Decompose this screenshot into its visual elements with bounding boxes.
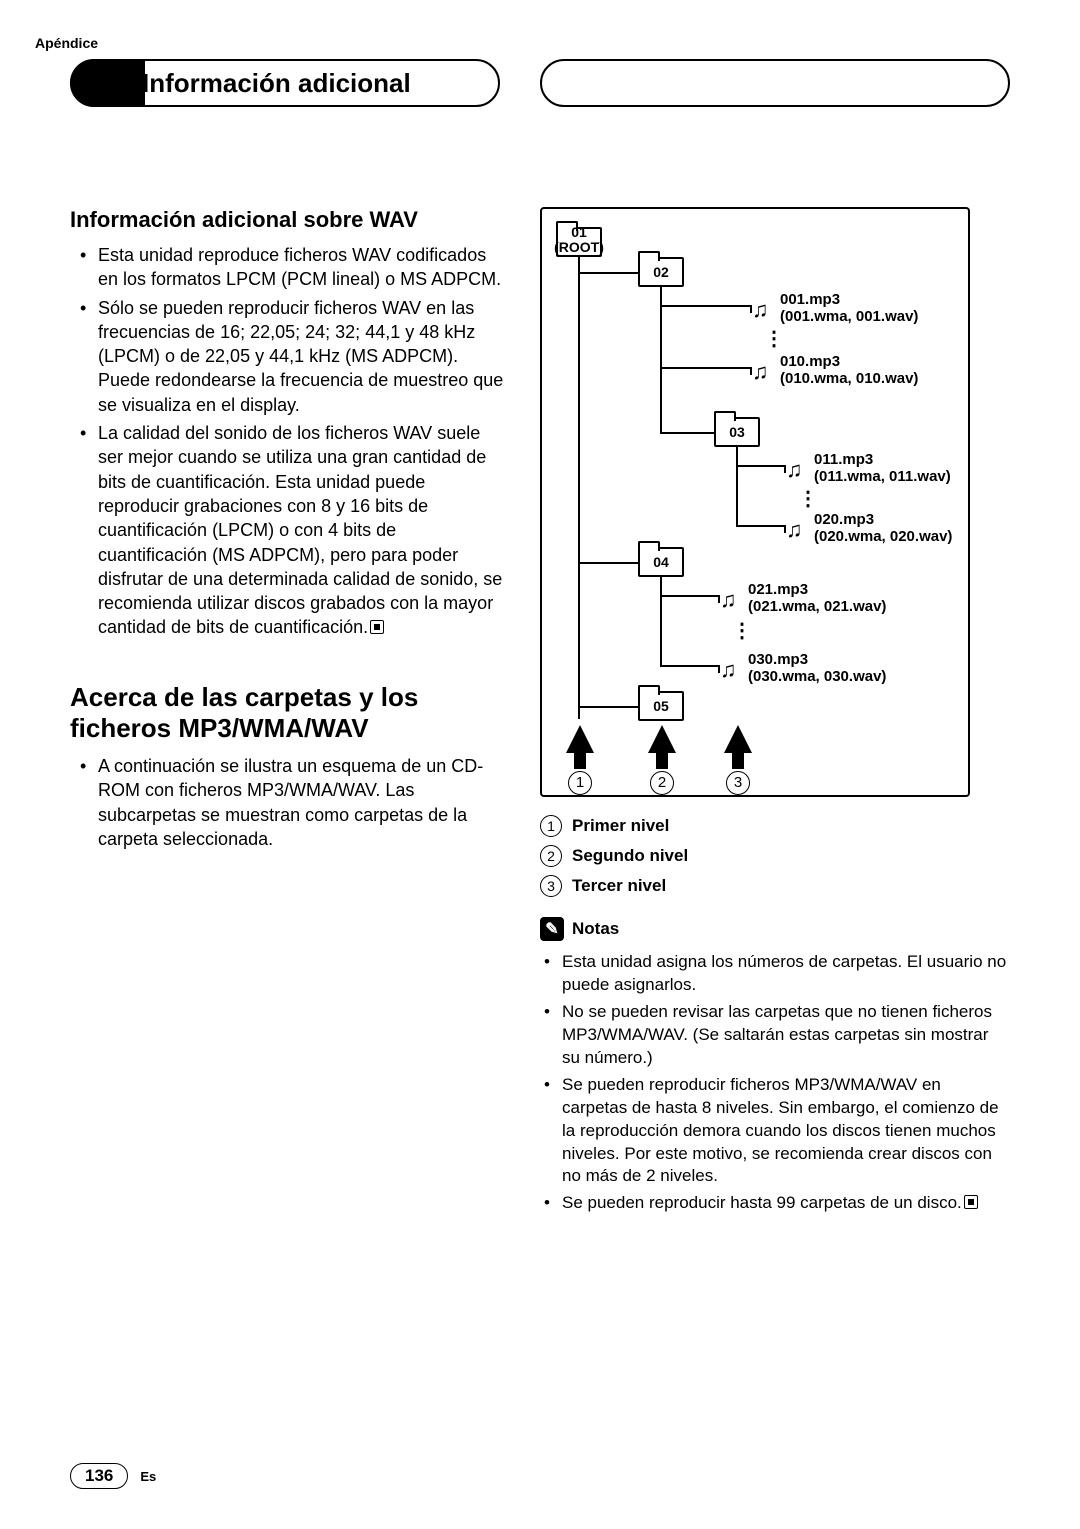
pencil-icon: ✎ xyxy=(540,917,564,941)
music-note-icon: ♫ xyxy=(752,297,769,323)
wav-bullet: Sólo se pueden reproducir ficheros WAV e… xyxy=(70,296,510,417)
legend-item: 3 Tercer nivel xyxy=(540,875,1010,897)
note-item: Se pueden reproducir ficheros MP3/WMA/WA… xyxy=(540,1074,1010,1189)
columns: Información adicional sobre WAV Esta uni… xyxy=(70,207,1010,1219)
header-pill-left: Información adicional xyxy=(70,59,500,107)
circled-number-3: 3 xyxy=(726,771,750,795)
folders-bullet: A continuación se ilustra un esquema de … xyxy=(70,754,510,851)
note-item: Se pueden reproducir hasta 99 carpetas d… xyxy=(540,1192,1010,1215)
page-number: 136 xyxy=(70,1463,128,1489)
circled-number-1: 1 xyxy=(568,771,592,795)
file-group-020: ♫ 020.mp3(020.wma, 020.wav) xyxy=(814,511,952,546)
file-group-011: ♫ 011.mp3(011.wma, 011.wav) xyxy=(814,451,951,486)
appendix-label: Apéndice xyxy=(35,35,1010,51)
folder-01-root: 01(ROOT) xyxy=(556,227,602,257)
notes-list: Esta unidad asigna los números de carpet… xyxy=(540,951,1010,1215)
header-pill-right xyxy=(540,59,1010,107)
end-mark-icon xyxy=(370,620,384,634)
file-group-021: ♫ 021.mp3(021.wma, 021.wav) xyxy=(748,581,886,616)
music-note-icon: ♫ xyxy=(720,657,737,683)
page-footer: 136 Es xyxy=(70,1463,156,1489)
legend-item: 2 Segundo nivel xyxy=(540,845,1010,867)
folders-heading: Acerca de las carpetas y los ficheros MP… xyxy=(70,682,510,744)
vertical-dots: ⋮ xyxy=(764,335,784,343)
file-group-010: ♫ 010.mp3(010.wma, 010.wav) xyxy=(780,353,918,388)
arrow-up-icon xyxy=(724,725,752,753)
note-item: Esta unidad asigna los números de carpet… xyxy=(540,951,1010,997)
folders-bullets: A continuación se ilustra un esquema de … xyxy=(70,754,510,851)
file-group-030: ♫ 030.mp3(030.wma, 030.wav) xyxy=(748,651,886,686)
wav-bullet: Esta unidad reproduce ficheros WAV codif… xyxy=(70,243,510,292)
note-item: No se pueden revisar las carpetas que no… xyxy=(540,1001,1010,1070)
vertical-dots: ⋮ xyxy=(798,495,818,503)
file-group-001: ♫ 001.mp3(001.wma, 001.wav) xyxy=(780,291,918,326)
music-note-icon: ♫ xyxy=(720,587,737,613)
legend-item: 1 Primer nivel xyxy=(540,815,1010,837)
music-note-icon: ♫ xyxy=(752,359,769,385)
notes-heading: ✎ Notas xyxy=(540,917,1010,941)
folder-02: 02 xyxy=(638,257,684,287)
column-left: Información adicional sobre WAV Esta uni… xyxy=(70,207,510,1219)
wav-bullets: Esta unidad reproduce ficheros WAV codif… xyxy=(70,243,510,640)
wav-bullet: La calidad del sonido de los ficheros WA… xyxy=(70,421,510,640)
circled-number-2: 2 xyxy=(650,771,674,795)
folder-04: 04 xyxy=(638,547,684,577)
arrow-up-icon xyxy=(648,725,676,753)
header-row: Información adicional xyxy=(70,59,1010,107)
music-note-icon: ♫ xyxy=(786,457,803,483)
column-right: 01(ROOT) 02 03 04 05 xyxy=(540,207,1010,1219)
header-title: Información adicional xyxy=(142,68,411,99)
wav-heading: Información adicional sobre WAV xyxy=(70,207,510,233)
arrow-up-icon xyxy=(566,725,594,753)
legend-list: 1 Primer nivel 2 Segundo nivel 3 Tercer … xyxy=(540,815,1010,897)
language-code: Es xyxy=(140,1469,156,1484)
folder-03: 03 xyxy=(714,417,760,447)
music-note-icon: ♫ xyxy=(786,517,803,543)
folder-tree-diagram: 01(ROOT) 02 03 04 05 xyxy=(540,207,970,797)
vertical-dots: ⋮ xyxy=(732,627,752,635)
circled-number-icon: 2 xyxy=(540,845,562,867)
folder-05: 05 xyxy=(638,691,684,721)
circled-number-icon: 3 xyxy=(540,875,562,897)
end-mark-icon xyxy=(964,1195,978,1209)
circled-number-icon: 1 xyxy=(540,815,562,837)
